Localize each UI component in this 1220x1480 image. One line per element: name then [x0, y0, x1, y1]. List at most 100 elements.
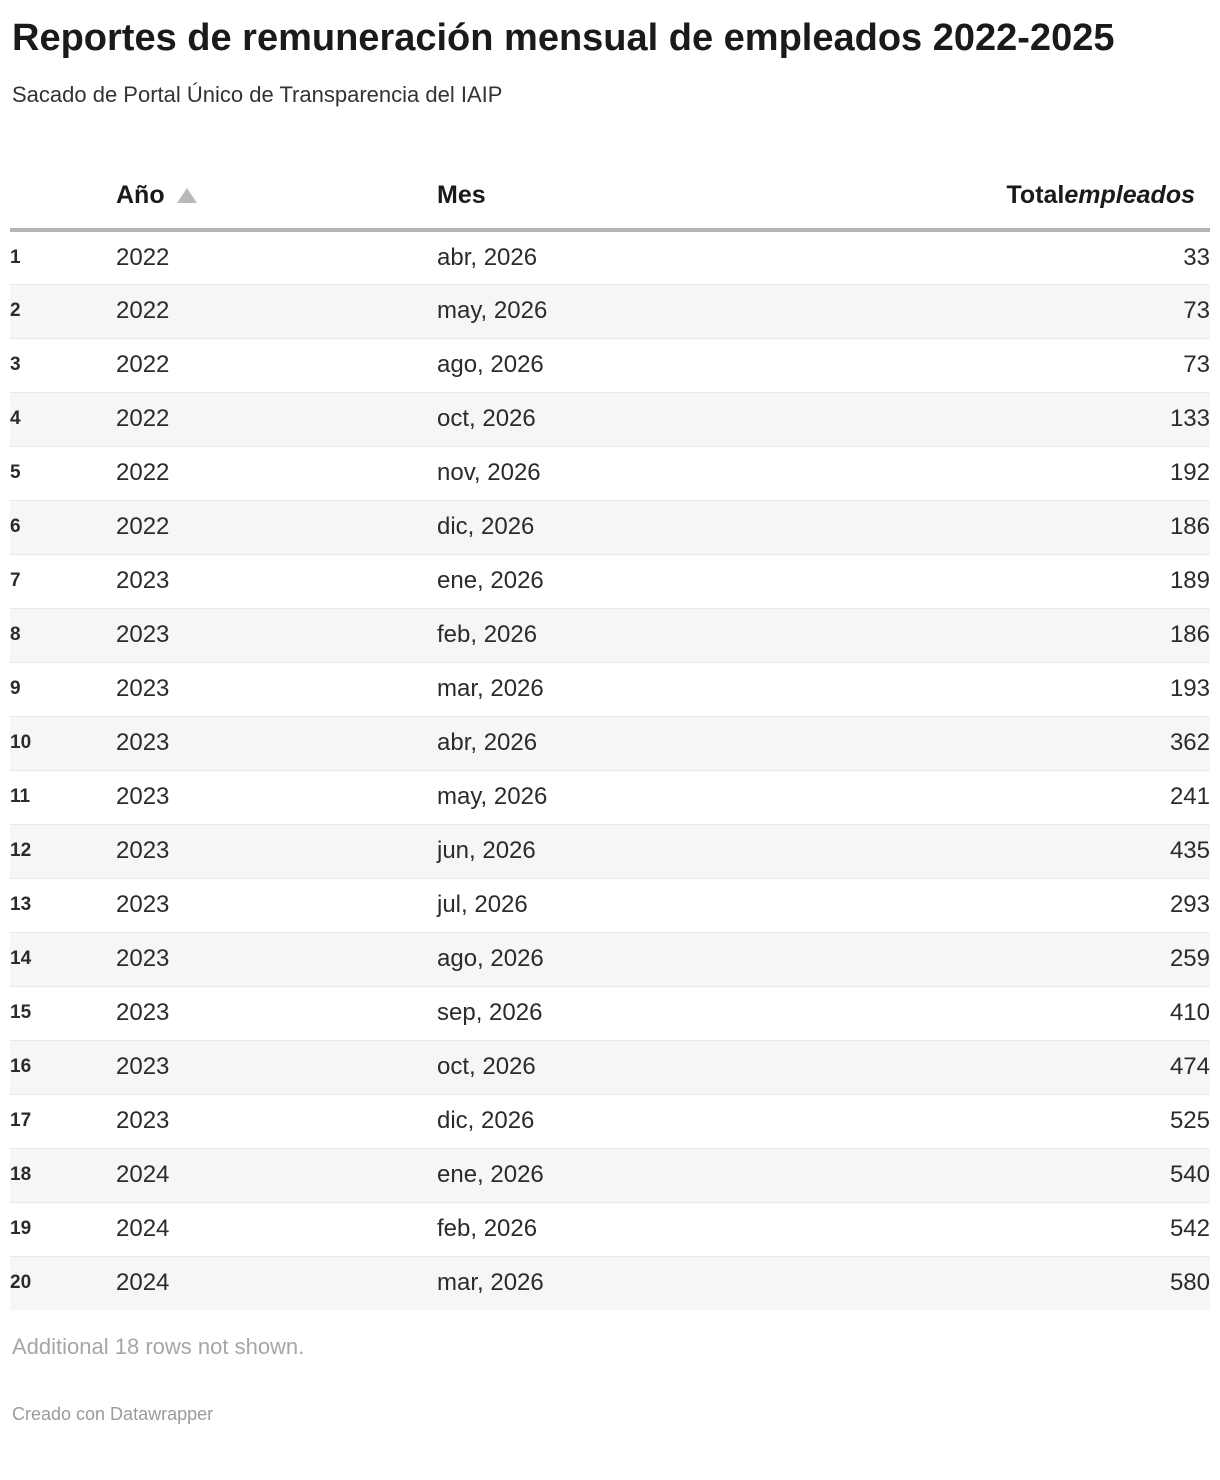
cell-total: 33 [1183, 243, 1210, 271]
cell-month: nov, 2026 [437, 445, 880, 500]
table-row: 1 2022 abr, 2026 33 [10, 230, 1210, 284]
row-number: 12 [10, 823, 116, 878]
page: Reportes de remuneración mensual de empl… [10, 17, 1210, 1424]
row-number: 9 [10, 661, 116, 716]
table-row: 7 2023 ene, 2026 189 [10, 553, 1210, 608]
cell-year: 2023 [116, 1093, 437, 1148]
table-row: 19 2024 feb, 2026 542 [10, 1201, 1210, 1256]
cell-total: 193 [880, 661, 1210, 716]
cell-month: dic, 2026 [437, 1093, 880, 1148]
cell-total: 73 [880, 283, 1210, 338]
cell-month: ene, 2026 [437, 553, 880, 608]
cell-total: 542 [880, 1201, 1210, 1256]
table-header: Año Mes Totalempleados [10, 180, 1210, 232]
cell-total: 259 [880, 931, 1210, 986]
cell-year: 2023 [116, 1039, 437, 1094]
cell-year: 2024 [116, 1201, 437, 1256]
table-row: 8 2023 feb, 2026 186 [10, 607, 1210, 662]
table-row: 4 2022 oct, 2026 133 [10, 391, 1210, 446]
row-number: 6 [10, 499, 116, 554]
table-row: 18 2024 ene, 2026 540 [10, 1147, 1210, 1202]
cell-year: 2023 [116, 877, 437, 932]
row-number: 8 [10, 607, 116, 662]
row-number: 5 [10, 445, 116, 500]
cell-month: dic, 2026 [437, 499, 880, 554]
cell-month: mar, 2026 [437, 1255, 880, 1310]
cell-total: 293 [880, 877, 1210, 932]
column-header-total-label: Total [1006, 181, 1065, 209]
cell-total: 435 [880, 823, 1210, 878]
cell-year: 2023 [116, 715, 437, 770]
row-number: 14 [10, 931, 116, 986]
column-header-year[interactable]: Año [116, 180, 437, 232]
cell-year: 2023 [116, 931, 437, 986]
cell-month: may, 2026 [437, 283, 880, 338]
table-row: 2 2022 may, 2026 73 [10, 283, 1210, 338]
cell-month: may, 2026 [437, 769, 880, 824]
cell-total: 186 [880, 607, 1210, 662]
cell-year: 2022 [116, 337, 437, 392]
column-header-month-label: Mes [437, 181, 486, 209]
table-row: 5 2022 nov, 2026 192 [10, 445, 1210, 500]
cell-month: jun, 2026 [437, 823, 880, 878]
cell-year: 2022 [116, 243, 170, 271]
cell-total: 189 [880, 553, 1210, 608]
cell-month: abr, 2026 [437, 715, 880, 770]
sort-ascending-icon [176, 188, 197, 203]
cell-month: ago, 2026 [437, 337, 880, 392]
cell-month: ene, 2026 [437, 1147, 880, 1202]
column-header-employees-label: empleados [1064, 181, 1195, 209]
cell-total: 241 [880, 769, 1210, 824]
page-title: Reportes de remuneración mensual de empl… [12, 17, 1115, 59]
cell-total: 186 [880, 499, 1210, 554]
cell-total: 362 [880, 715, 1210, 770]
cell-month: oct, 2026 [437, 391, 880, 446]
row-number: 13 [10, 877, 116, 932]
table-row: 12 2023 jun, 2026 435 [10, 823, 1210, 878]
cell-month: oct, 2026 [437, 1039, 880, 1094]
table-row: 6 2022 dic, 2026 186 [10, 499, 1210, 554]
cell-year: 2024 [116, 1147, 437, 1202]
cell-total: 410 [880, 985, 1210, 1040]
cell-month: ago, 2026 [437, 931, 880, 986]
cell-month: abr, 2026 [437, 243, 538, 271]
table-body: 1 2022 abr, 2026 33 2 2022 may, 2026 73 3 2022 ago… [10, 230, 1210, 1310]
cell-total: 192 [880, 445, 1210, 500]
table-row: 14 2023 ago, 2026 259 [10, 931, 1210, 986]
employee-remuneration-table: Año Mes Totalempleados 1 2022 abr, 2026 33 2… [10, 180, 1210, 1310]
column-header-month[interactable]: Mes [437, 180, 880, 232]
table-row: 10 2023 abr, 2026 362 [10, 715, 1210, 770]
table-row: 13 2023 jul, 2026 293 [10, 877, 1210, 932]
cell-month: sep, 2026 [437, 985, 880, 1040]
cell-total: 133 [880, 391, 1210, 446]
row-number: 19 [10, 1201, 116, 1256]
row-number: 4 [10, 391, 116, 446]
row-number: 18 [10, 1147, 116, 1202]
row-number: 15 [10, 985, 116, 1040]
row-number: 11 [10, 769, 116, 824]
cell-month: feb, 2026 [437, 607, 880, 662]
cell-total: 73 [880, 337, 1210, 392]
cell-year: 2023 [116, 607, 437, 662]
cell-month: jul, 2026 [437, 877, 880, 932]
cell-year: 2022 [116, 499, 437, 554]
table-row: 3 2022 ago, 2026 73 [10, 337, 1210, 392]
row-number: 1 [10, 246, 21, 268]
row-number: 17 [10, 1093, 116, 1148]
table-header-row: Año Mes Totalempleados [10, 180, 1210, 232]
page-subtitle: Sacado de Portal Único de Transparencia … [12, 82, 503, 107]
row-number: 16 [10, 1039, 116, 1094]
cell-year: 2023 [116, 661, 437, 716]
table-row: 15 2023 sep, 2026 410 [10, 985, 1210, 1040]
cell-year: 2024 [116, 1255, 437, 1310]
datawrapper-credit: Creado con Datawrapper [12, 1404, 214, 1424]
cell-year: 2022 [116, 283, 437, 338]
cell-year: 2023 [116, 823, 437, 878]
cell-year: 2023 [116, 769, 437, 824]
column-header-total-employees[interactable]: Totalempleados [880, 180, 1210, 232]
cell-year: 2023 [116, 553, 437, 608]
row-number: 20 [10, 1255, 116, 1310]
cell-year: 2022 [116, 391, 437, 446]
row-number: 2 [10, 283, 116, 338]
column-header-year-label: Año [116, 181, 165, 209]
